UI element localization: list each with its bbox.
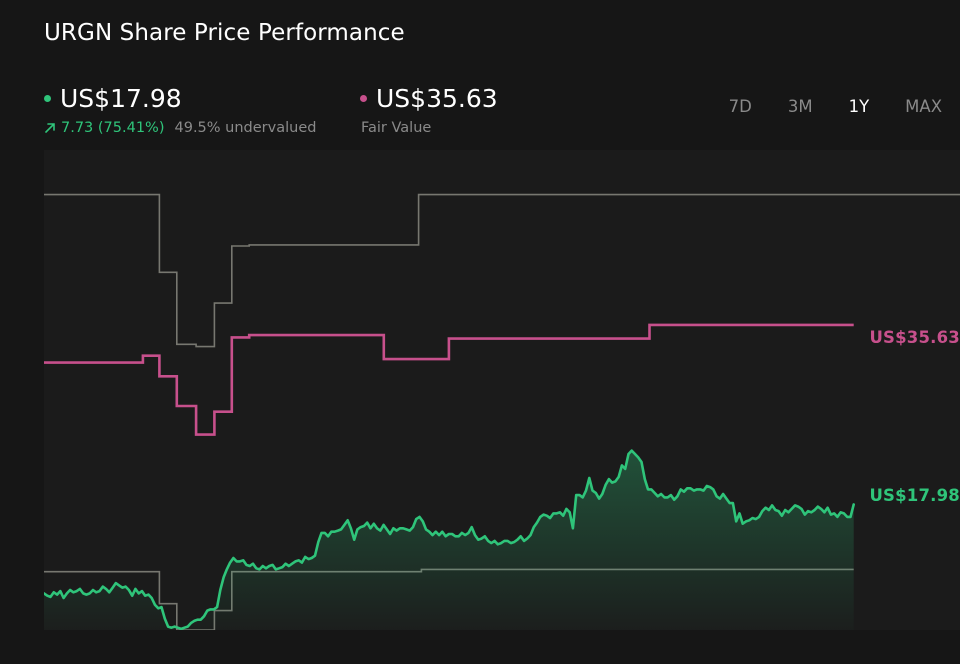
share-price-area xyxy=(44,450,854,630)
fair-value-block: US$35.63 Fair Value xyxy=(360,84,498,136)
current-price-tag: US$17.98 xyxy=(861,483,960,508)
fair-value-price: US$35.63 xyxy=(376,84,498,113)
fair-value-dot xyxy=(360,95,367,102)
current-price: US$17.98 xyxy=(60,84,182,113)
share-price-line xyxy=(44,449,855,630)
price-change-value: 7.73 (75.41%) xyxy=(61,120,165,136)
current-price-dot xyxy=(44,95,51,102)
undervalued-note: 49.5% undervalued xyxy=(174,120,317,136)
price-chart xyxy=(44,150,960,630)
price-chart-svg xyxy=(44,150,960,630)
range-upper-line xyxy=(44,193,960,348)
tab-max[interactable]: MAX xyxy=(905,97,942,116)
price-change: 7.73 (75.41%) xyxy=(44,120,165,136)
tab-1y[interactable]: 1Y xyxy=(848,97,870,116)
fair-value-label: Fair Value xyxy=(361,120,432,136)
arrow-up-right-icon xyxy=(45,123,55,133)
fair-value-tag: US$35.63 xyxy=(861,325,960,350)
chart-title: URGN Share Price Performance xyxy=(44,20,405,46)
tab-3m[interactable]: 3M xyxy=(787,97,813,116)
fair-value-line xyxy=(44,323,854,436)
range-tabs: 7D 3M 1Y MAX xyxy=(693,97,942,116)
current-price-block: US$17.98 7.73 (75.41%) 49.5% undervalued xyxy=(44,84,316,136)
tab-7d[interactable]: 7D xyxy=(728,97,752,116)
